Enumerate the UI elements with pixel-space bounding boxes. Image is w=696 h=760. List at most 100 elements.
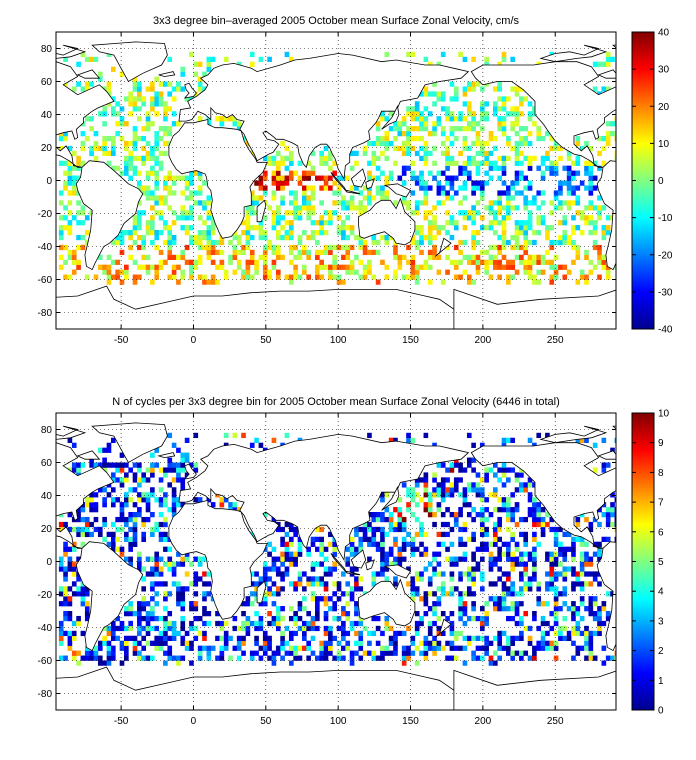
data-cell [132,220,138,226]
data-cell [449,561,455,567]
data-cell [597,244,602,251]
data-cell [206,195,212,201]
data-cell [150,586,155,592]
data-cell [540,220,546,226]
data-cell [506,556,511,562]
data-cell [71,259,77,265]
data-cell [97,655,103,661]
data-cell [558,625,563,632]
data-cell [471,556,476,562]
data-cell [301,606,307,612]
data-cell [158,96,164,102]
data-cell [514,254,520,260]
data-cell [406,111,411,117]
data-cell [545,645,550,651]
data-cell [154,111,160,117]
data-cell [262,190,268,196]
data-cell [371,195,377,201]
data-cell [354,606,359,612]
data-cell [345,254,351,260]
data-cell [471,467,476,473]
data-cell [540,635,546,641]
data-cell [545,234,550,241]
data-cell [323,556,329,562]
data-cell [493,215,498,221]
data-cell [501,630,507,637]
data-cell [223,630,229,637]
data-cell [410,254,416,260]
new-guinea-outline [384,183,412,198]
data-cell [119,516,125,523]
data-cell [202,596,207,602]
data-cell [410,581,416,587]
data-cell [150,190,155,196]
data-cell [488,581,494,587]
data-cell [484,205,489,211]
data-cell [605,131,611,137]
data-cell [436,200,442,206]
data-cell [406,140,411,147]
data-cell [579,615,585,622]
data-cell [493,160,498,166]
data-cell [484,640,489,646]
data-cell [423,611,429,617]
data-cell [63,170,68,176]
data-cell [280,160,285,166]
data-cell [97,526,103,533]
data-cell [284,541,290,547]
data-cell [497,259,502,265]
data-cell [536,135,542,142]
data-cell [76,220,81,226]
data-cell [158,645,164,651]
y-tick-label: -60 [38,656,53,667]
data-cell [523,230,529,236]
data-cell [328,185,333,191]
data-cell [549,259,555,265]
data-cell [124,611,129,617]
data-cell [206,121,212,127]
data-cell [466,615,472,622]
data-cell [423,116,429,122]
data-cell [284,234,290,241]
data-cell [414,576,420,582]
data-cell [206,279,212,285]
data-cell [202,630,207,637]
data-cell [406,200,411,206]
data-cell [271,195,277,201]
data-cell [219,620,225,627]
data-cell [510,205,516,211]
data-cell [145,507,151,513]
data-cell [306,205,311,211]
data-cell [145,116,151,122]
data-cell [58,135,64,142]
data-cell [232,244,238,251]
data-cell [414,225,420,231]
data-cell [471,215,476,221]
data-cell [475,269,481,275]
data-cell [575,140,581,147]
data-cell [163,546,168,552]
data-cell [479,225,485,231]
data-cell [527,131,533,137]
data-cell [258,175,264,181]
data-cell [315,249,320,256]
data-cell [67,601,73,607]
data-cell [249,150,255,157]
data-cell [293,200,298,206]
data-cell [614,650,616,656]
data-cell [501,591,507,597]
data-cell [497,96,502,102]
data-cell [137,225,142,231]
data-cell [336,279,342,285]
data-cell [341,635,346,641]
data-cell [193,497,199,503]
data-cell [232,507,238,513]
data-cell [384,625,390,632]
data-cell [458,259,463,265]
data-cell [536,131,542,137]
data-cell [406,492,411,498]
data-cell [206,650,212,656]
data-cell [440,106,446,112]
data-cell [614,155,616,161]
data-cell [124,155,129,161]
